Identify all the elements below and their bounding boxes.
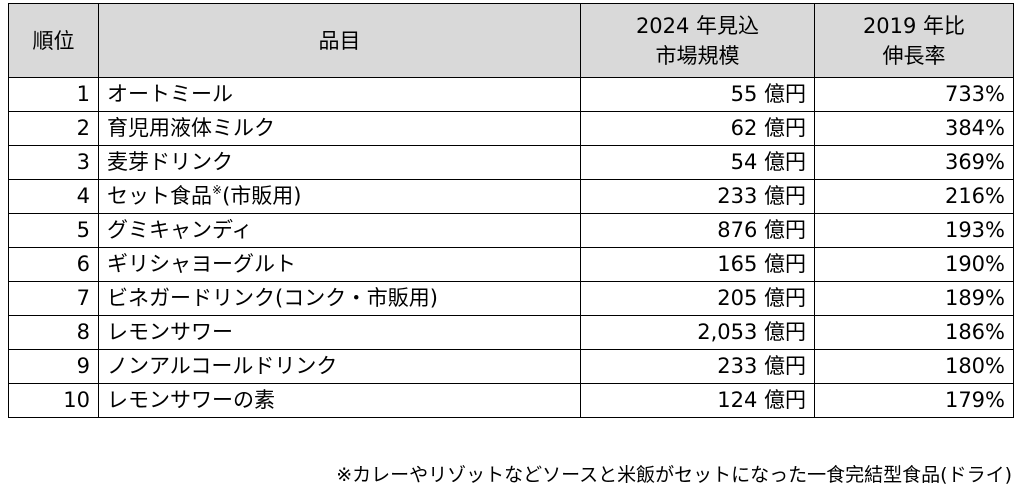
- market-size-cell: 165 億円: [580, 247, 815, 282]
- rank-cell: 5: [8, 213, 99, 248]
- growth-rate-cell: 384%: [814, 111, 1014, 146]
- rank-cell: 2: [8, 111, 99, 146]
- item-cell: グミキャンディ: [98, 213, 581, 248]
- item-cell: オートミール: [98, 77, 581, 112]
- growth-rate-cell: 186%: [814, 315, 1014, 350]
- rank-cell: 10: [8, 383, 99, 418]
- growth-rate-cell: 179%: [814, 383, 1014, 418]
- market-size-cell: 2,053 億円: [580, 315, 815, 350]
- market-size-cell: 62 億円: [580, 111, 815, 146]
- market-size-cell: 54 億円: [580, 145, 815, 180]
- table-header-row: 順位 品目 2024 年見込 市場規模 2019 年比 伸長率: [8, 3, 1014, 78]
- ranking-table-container: 順位 品目 2024 年見込 市場規模 2019 年比 伸長率 1 オートミール…: [8, 3, 1014, 418]
- item-cell: ギリシャヨーグルト: [98, 247, 581, 282]
- rank-cell: 6: [8, 247, 99, 282]
- table-row: 2 育児用液体ミルク 62 億円 384%: [8, 111, 1014, 146]
- rank-cell: 8: [8, 315, 99, 350]
- header-market-size-line2: 市場規模: [655, 43, 740, 68]
- footnote: ※カレーやリゾットなどソースと米飯がセットになった一食完結型食品(ドライ): [336, 464, 1012, 486]
- header-growth-rate-line1: 2019 年比: [862, 13, 966, 38]
- item-cell: レモンサワーの素: [98, 383, 581, 418]
- table-row: 8 レモンサワー 2,053 億円 186%: [8, 315, 1014, 350]
- item-cell: 育児用液体ミルク: [98, 111, 581, 146]
- item-cell: ノンアルコールドリンク: [98, 349, 581, 384]
- growth-rate-cell: 180%: [814, 349, 1014, 384]
- ranking-table: 順位 品目 2024 年見込 市場規模 2019 年比 伸長率 1 オートミール…: [8, 3, 1014, 418]
- table-row: 10 レモンサワーの素 124 億円 179%: [8, 383, 1014, 418]
- header-growth-rate-line2: 伸長率: [882, 43, 946, 68]
- header-item: 品目: [98, 3, 581, 78]
- header-rank: 順位: [8, 3, 99, 78]
- table-row: 1 オートミール 55 億円 733%: [8, 77, 1014, 112]
- item-cell: セット食品※(市販用): [98, 179, 581, 214]
- market-size-cell: 233 億円: [580, 349, 815, 384]
- table-row: 6 ギリシャヨーグルト 165 億円 190%: [8, 247, 1014, 282]
- growth-rate-cell: 189%: [814, 281, 1014, 316]
- item-cell: レモンサワー: [98, 315, 581, 350]
- table-row: 9 ノンアルコールドリンク 233 億円 180%: [8, 349, 1014, 384]
- rank-cell: 3: [8, 145, 99, 180]
- market-size-cell: 124 億円: [580, 383, 815, 418]
- market-size-cell: 205 億円: [580, 281, 815, 316]
- header-market-size-line1: 2024 年見込: [635, 13, 760, 38]
- market-size-cell: 876 億円: [580, 213, 815, 248]
- rank-cell: 7: [8, 281, 99, 316]
- growth-rate-cell: 193%: [814, 213, 1014, 248]
- header-market-size: 2024 年見込 市場規模: [580, 3, 815, 78]
- item-cell: 麦芽ドリンク: [98, 145, 581, 180]
- table-row: 7 ビネガードリンク(コンク・市販用) 205 億円 189%: [8, 281, 1014, 316]
- rank-cell: 9: [8, 349, 99, 384]
- table-row: 3 麦芽ドリンク 54 億円 369%: [8, 145, 1014, 180]
- table-row: 5 グミキャンディ 876 億円 193%: [8, 213, 1014, 248]
- rank-cell: 1: [8, 77, 99, 112]
- table-row: 4 セット食品※(市販用) 233 億円 216%: [8, 179, 1014, 214]
- header-growth-rate: 2019 年比 伸長率: [814, 3, 1014, 78]
- market-size-cell: 233 億円: [580, 179, 815, 214]
- item-suffix: (市販用): [222, 184, 302, 208]
- growth-rate-cell: 733%: [814, 77, 1014, 112]
- growth-rate-cell: 190%: [814, 247, 1014, 282]
- market-size-cell: 55 億円: [580, 77, 815, 112]
- item-cell: ビネガードリンク(コンク・市販用): [98, 281, 581, 316]
- item-text: セット食品: [107, 184, 212, 208]
- growth-rate-cell: 369%: [814, 145, 1014, 180]
- footnote-mark: ※: [212, 183, 223, 197]
- growth-rate-cell: 216%: [814, 179, 1014, 214]
- rank-cell: 4: [8, 179, 99, 214]
